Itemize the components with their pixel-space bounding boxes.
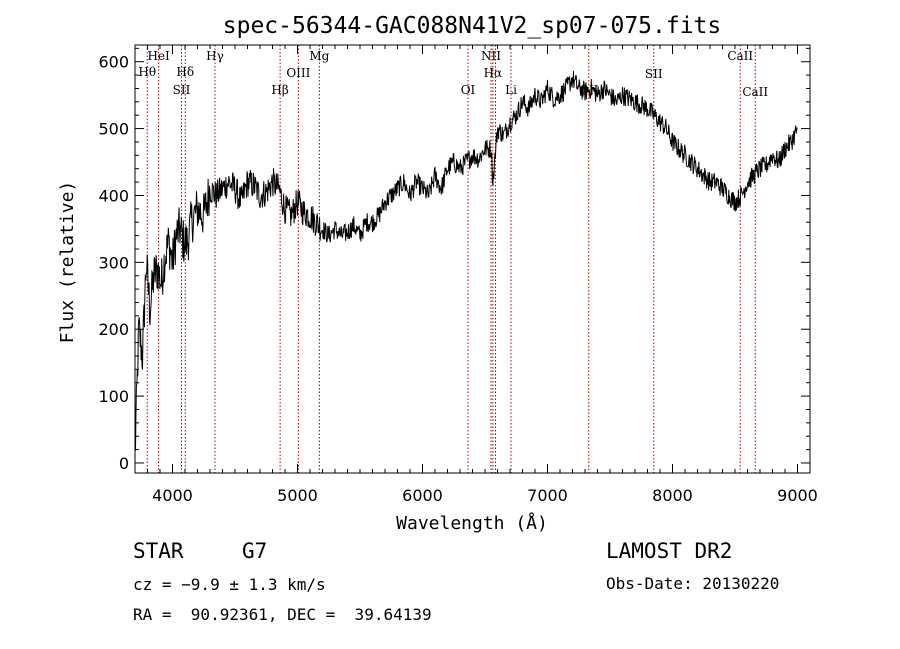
y-axis-label: Flux (relative) [57, 181, 78, 344]
spectral-line-label: Hβ [271, 83, 288, 97]
y-tick-label: 500 [98, 120, 129, 139]
chart-title: spec-56344-GAC088N41V2_sp07-075.fits [223, 13, 722, 39]
observation-date: Obs-Date: 20130220 [606, 574, 779, 593]
object-class: STAR [133, 539, 184, 563]
y-tick-label: 0 [119, 454, 129, 473]
plot-frame [134, 44, 811, 474]
x-tick-label: 9000 [777, 486, 818, 505]
spectral-line-label: HeI [147, 49, 170, 63]
spectral-line-label: CaII [742, 85, 768, 99]
spectral-line-label: SII [645, 67, 663, 81]
spectral-line-label: OI [461, 83, 476, 97]
object-subclass: G7 [242, 539, 267, 563]
spectral-line-label: CaII [727, 49, 753, 63]
spectral-line-label: OIII [286, 66, 310, 80]
spectral-line-label: Hα [484, 66, 503, 80]
spectral-line-label: Hγ [206, 49, 224, 63]
y-tick-label: 200 [98, 320, 129, 339]
x-tick-label: 6000 [402, 486, 443, 505]
spectrum-flux-line [134, 71, 798, 451]
y-tick-label: 400 [98, 186, 129, 205]
sky-coordinates: RA = 90.92361, DEC = 39.64139 [133, 605, 432, 624]
spectral-line-label: Li [505, 83, 517, 97]
spectral-line-label: Hδ [176, 65, 194, 79]
tick-labels: 4000 5000 6000 7000 8000 9000 0 100 200 300 400 500… [98, 53, 817, 505]
spectral-line-label: Hθ [138, 65, 156, 79]
spectral-line-label: NII [481, 49, 501, 63]
spectral-line-label: Mg [309, 49, 329, 63]
x-tick-label: 7000 [527, 486, 568, 505]
spectrum-line [134, 71, 798, 451]
y-tick-label: 300 [98, 253, 129, 272]
y-tick-label: 100 [98, 387, 129, 406]
x-tick-label: 4000 [152, 486, 193, 505]
redshift-velocity: cz = −9.9 ± 1.3 km/s [133, 575, 326, 594]
survey-name: LAMOST DR2 [606, 539, 732, 563]
plot-axes [134, 44, 811, 474]
spectral-line-label: SII [173, 83, 191, 97]
x-axis-label: Wavelength (Å) [396, 512, 548, 534]
y-tick-label: 600 [98, 53, 129, 72]
x-tick-label: 8000 [652, 486, 693, 505]
x-tick-label: 5000 [277, 486, 318, 505]
